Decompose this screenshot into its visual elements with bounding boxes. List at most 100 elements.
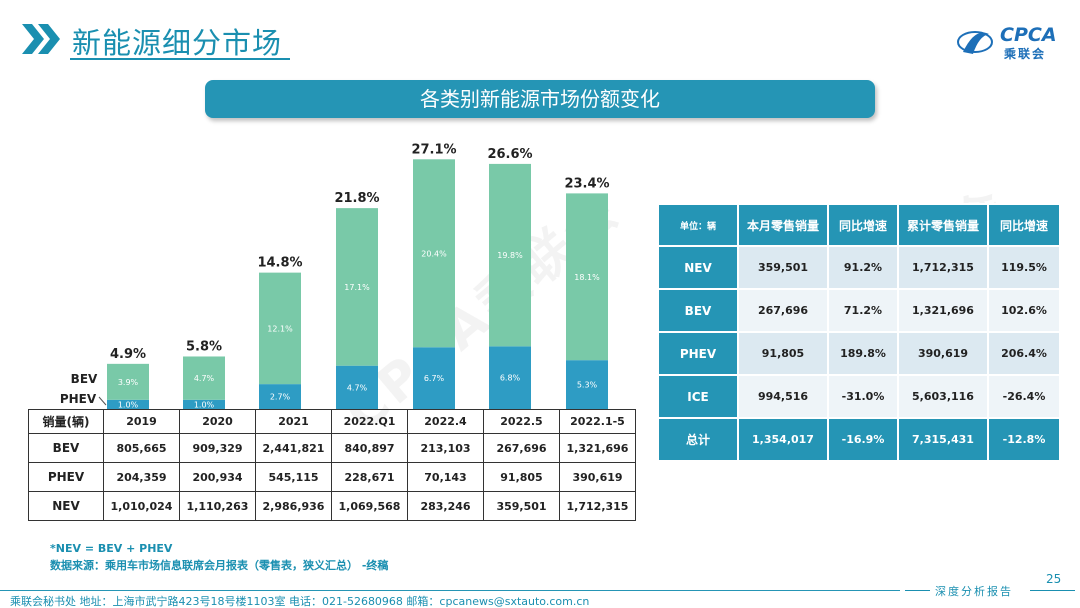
row-label: ICE xyxy=(657,374,739,419)
table-cell: 200,934 xyxy=(179,462,256,492)
bar-phev xyxy=(566,360,608,409)
bar-bev xyxy=(107,363,149,400)
data-label-bev: 4.7% xyxy=(194,374,215,383)
total-label: 14.8% xyxy=(257,256,302,271)
row-label: BEV xyxy=(657,288,739,333)
total-label: 27.1% xyxy=(411,142,456,157)
table-cell: 206.4% xyxy=(987,331,1061,376)
table-cell: 7,315,431 xyxy=(897,417,989,462)
page-number: 25 xyxy=(1046,572,1062,586)
bar-phev xyxy=(107,399,149,409)
table-cell: 91.2% xyxy=(827,245,899,290)
table-cell: 71.2% xyxy=(827,288,899,333)
table-column-header: 本月零售销量 xyxy=(737,203,829,247)
series-label-pointer xyxy=(98,396,107,406)
footer-line xyxy=(0,590,900,591)
total-label: 23.4% xyxy=(564,176,609,191)
series-label-bev: BEV xyxy=(71,372,98,386)
table-cell: 1,069,568 xyxy=(331,491,408,521)
table-row: BEV 805,665 909,329 2,441,821 840,897 21… xyxy=(28,433,636,463)
bar-bev xyxy=(336,208,378,366)
table-cell: 1,010,024 xyxy=(103,491,180,521)
row-label: PHEV xyxy=(28,462,104,492)
table-cell: 805,665 xyxy=(103,433,180,463)
table-cell: 1,321,696 xyxy=(897,288,989,333)
bar-bev xyxy=(489,163,531,347)
table-column-header: 2022.4 xyxy=(407,409,484,434)
table-cell: 2,441,821 xyxy=(255,433,332,463)
data-label-bev: 3.9% xyxy=(118,378,139,387)
header-chevron-icon xyxy=(22,24,60,54)
logo-text: CPCA xyxy=(1000,24,1057,46)
table-cell: 283,246 xyxy=(407,491,484,521)
table-column-header: 2019 xyxy=(103,409,180,434)
bar-bev xyxy=(413,159,455,348)
table-cell: 390,619 xyxy=(559,462,636,492)
table-cell: -26.4% xyxy=(987,374,1061,419)
table-cell: 5,603,116 xyxy=(897,374,989,419)
table-cell: 994,516 xyxy=(737,374,829,419)
table-column-header: 累计零售销量 xyxy=(897,203,989,247)
report-tagline: 深度分析报告 xyxy=(935,585,1013,598)
table-cell: 545,115 xyxy=(255,462,332,492)
table-cell: 840,897 xyxy=(331,433,408,463)
data-label-bev: 12.1% xyxy=(267,324,293,333)
bar-bev xyxy=(259,272,301,385)
data-label-phev: 5.3% xyxy=(577,381,598,390)
table-header-row: 销量(辆) 2019 2020 2021 2022.Q1 2022.4 2022… xyxy=(28,409,636,434)
table-cell: 91,805 xyxy=(483,462,560,492)
data-label-phev: 1.0% xyxy=(194,400,215,409)
bar-phev xyxy=(183,399,225,409)
table-cell: 119.5% xyxy=(987,245,1061,290)
table-cell: 390,619 xyxy=(897,331,989,376)
data-label-phev: 6.8% xyxy=(500,374,521,383)
data-label-phev: 1.0% xyxy=(118,400,139,409)
table-cell: 267,696 xyxy=(483,433,560,463)
table-cell: 359,501 xyxy=(737,245,829,290)
table-cell: 228,671 xyxy=(331,462,408,492)
table-cell: -31.0% xyxy=(827,374,899,419)
data-label-bev: 18.1% xyxy=(574,273,600,282)
data-label-phev: 2.7% xyxy=(270,393,291,402)
table-row: PHEV 91,805 189.8% 390,619 206.4% xyxy=(657,331,1061,376)
table-cell: 1,321,696 xyxy=(559,433,636,463)
table-cell: 2,986,936 xyxy=(255,491,332,521)
data-label-bev: 19.8% xyxy=(497,251,523,260)
table-column-header: 2022.5 xyxy=(483,409,560,434)
table-total-row: 总计 1,354,017 -16.9% 7,315,431 -12.8% xyxy=(657,417,1061,462)
table-cell: 70,143 xyxy=(407,462,484,492)
footer-deco-line xyxy=(905,590,930,591)
table-cell: -12.8% xyxy=(987,417,1061,462)
table-cell: 189.8% xyxy=(827,331,899,376)
bar-phev xyxy=(336,365,378,409)
table-column-header: 同比增速 xyxy=(827,203,899,247)
table-cell: 91,805 xyxy=(737,331,829,376)
table-row: NEV 1,010,024 1,110,263 2,986,936 1,069,… xyxy=(28,491,636,521)
title-underline xyxy=(70,58,290,60)
table-cell: 102.6% xyxy=(987,288,1061,333)
table-row: BEV 267,696 71.2% 1,321,696 102.6% xyxy=(657,288,1061,333)
table-cell: 267,696 xyxy=(737,288,829,333)
data-source-note: 数据来源：乘用车市场信息联席会月报表（零售表，狭义汇总） -终稿 xyxy=(50,559,389,572)
total-label: 4.9% xyxy=(110,347,146,362)
row-label: NEV xyxy=(28,491,104,521)
data-label-bev: 20.4% xyxy=(421,249,447,258)
row-label: 总计 xyxy=(657,417,739,462)
table-column-header: 2022.Q1 xyxy=(331,409,408,434)
row-label: NEV xyxy=(657,245,739,290)
data-label-phev: 4.7% xyxy=(347,383,368,392)
page-title: 新能源细分市场 xyxy=(72,26,283,60)
table-cell: 1,712,315 xyxy=(897,245,989,290)
table-cell: 1,712,315 xyxy=(559,491,636,521)
table-row: ICE 994,516 -31.0% 5,603,116 -26.4% xyxy=(657,374,1061,419)
bar-bev xyxy=(566,193,608,361)
table-column-header: 同比增速 xyxy=(987,203,1061,247)
row-label: PHEV xyxy=(657,331,739,376)
cpca-logo-icon xyxy=(957,31,993,54)
table-row: PHEV 204,359 200,934 545,115 228,671 70,… xyxy=(28,462,636,492)
table-row: NEV 359,501 91.2% 1,712,315 119.5% xyxy=(657,245,1061,290)
nev-definition-note: *NEV = BEV + PHEV xyxy=(50,542,173,555)
table-column-header: 2022.1-5 xyxy=(559,409,636,434)
table-cell: 1,110,263 xyxy=(179,491,256,521)
table-cell: 213,103 xyxy=(407,433,484,463)
